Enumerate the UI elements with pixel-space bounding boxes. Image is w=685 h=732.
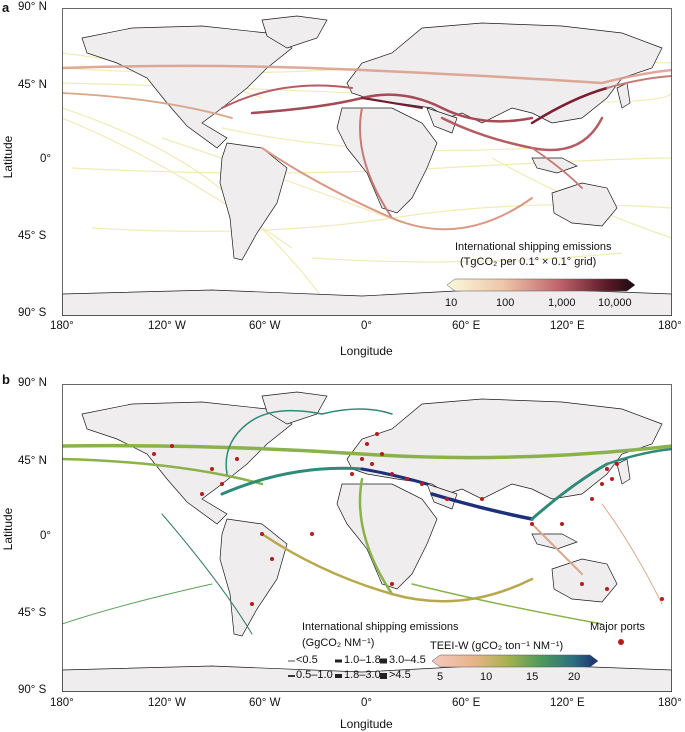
panel-b-lon-tick-180e: 180° xyxy=(658,697,682,709)
panel-b-teei-tick-5: 5 xyxy=(437,671,444,683)
panel-b-lat-tick-90s: 90° S xyxy=(18,684,47,696)
panel-a-lon-tick-180w: 180° xyxy=(50,320,74,332)
panel-a-letter: a xyxy=(2,0,10,15)
panel-a-x-axis-label: Longitude xyxy=(340,344,393,358)
panel-b-teei-tick-10: 10 xyxy=(480,671,493,683)
panel-a-lon-tick-0: 0° xyxy=(361,320,372,332)
panel-b-emis-class-5: 1.8–3.0 xyxy=(344,669,381,681)
panel-a-lat-tick-90n: 90° N xyxy=(18,1,47,13)
panel-b-emis-class-4: 0.5–1.0 xyxy=(296,669,333,681)
panel-a-legend-colorbar xyxy=(447,278,636,292)
panel-a-legend-tick-100: 100 xyxy=(496,297,515,309)
panel-b-emis-class-1: <0.5 xyxy=(296,654,318,666)
panel-a-map xyxy=(62,8,672,316)
panel-b-emis-legend-title-2: (GgCO₂ NM⁻¹) xyxy=(302,637,375,649)
panel-b-lon-tick-120e: 120° E xyxy=(550,697,585,709)
panel-b-ports-label: Major ports xyxy=(590,621,646,633)
panel-b-teei-tick-20: 20 xyxy=(568,671,581,683)
panel-a-lon-tick-120e: 120° E xyxy=(550,320,585,332)
panel-b-shipping-routes xyxy=(62,408,672,635)
panel-b-teei-colorbar xyxy=(432,654,599,668)
panel-b-ports xyxy=(152,432,664,606)
panel-a-lat-tick-0: 0° xyxy=(40,153,51,165)
panel-a-legend-title-2: (TgCO₂ per 0.1° × 0.1° grid) xyxy=(460,256,597,268)
panel-b-land xyxy=(62,391,672,692)
panel-b-lat-tick-0: 0° xyxy=(40,530,51,542)
panel-b-lon-tick-180w: 180° xyxy=(50,697,74,709)
panel-b-emis-class-2: 1.0–1.8 xyxy=(344,654,381,666)
panel-b-lat-tick-90n: 90° N xyxy=(18,377,47,389)
panel-b-emis-class-3: 3.0–4.5 xyxy=(389,654,426,666)
panel-b-letter: b xyxy=(2,372,10,387)
panel-b-lat-tick-45n: 45° N xyxy=(18,455,47,467)
panel-b-teei-tick-15: 15 xyxy=(526,671,539,683)
panel-b-lat-tick-45s: 45° S xyxy=(18,607,47,619)
panel-b-emis-legend-title-1: International shipping emissions xyxy=(302,621,459,633)
panel-b-y-axis-label: Latitude xyxy=(1,507,15,551)
panel-b-teei-legend-title: TEEI-W (gCO₂ ton⁻¹ NM⁻¹) xyxy=(430,640,564,652)
panel-a-lat-tick-45s: 45° S xyxy=(18,230,47,242)
panel-a-lon-tick-120w: 120° W xyxy=(148,320,186,332)
panel-a-legend-tick-1000: 1,000 xyxy=(548,297,576,309)
panel-b-emis-legend-swatches xyxy=(288,658,387,679)
panel-a-lat-tick-45n: 45° N xyxy=(18,79,47,91)
panel-b-x-axis-label: Longitude xyxy=(340,717,393,731)
panel-b-lon-tick-120w: 120° W xyxy=(148,697,186,709)
panel-a-lon-tick-60w: 60° W xyxy=(249,320,281,332)
panel-a-legend-tick-10000: 10,000 xyxy=(598,297,632,309)
panel-b-lon-tick-60w: 60° W xyxy=(249,697,281,709)
panel-b-lon-tick-0: 0° xyxy=(361,697,372,709)
panel-b-emis-class-6: >4.5 xyxy=(389,669,411,681)
panel-a-emission-corridors xyxy=(62,64,672,231)
panel-b-map xyxy=(62,384,672,692)
panel-a-y-axis-label: Latitude xyxy=(1,135,15,179)
panel-a-lat-tick-90s: 90° S xyxy=(18,307,47,319)
panel-b-port-marker-icon xyxy=(618,639,624,645)
panel-b-lon-tick-60e: 60° E xyxy=(452,697,481,709)
panel-a-lon-tick-180e: 180° xyxy=(658,320,682,332)
panel-a-legend-title-1: International shipping emissions xyxy=(455,241,612,253)
panel-a-lon-tick-60e: 60° E xyxy=(452,320,481,332)
panel-a-legend-tick-10: 10 xyxy=(445,297,458,309)
